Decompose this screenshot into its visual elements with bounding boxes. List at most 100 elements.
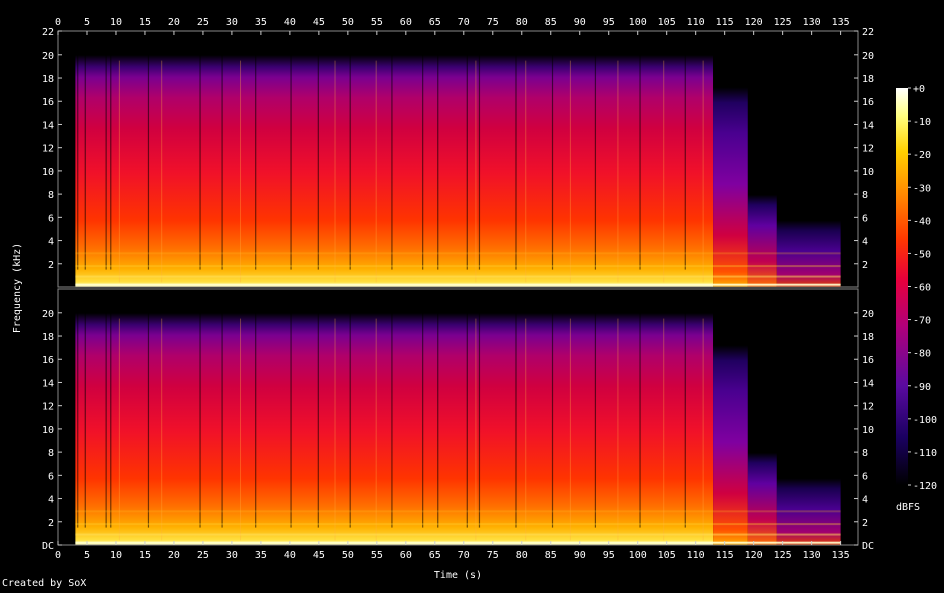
channel-2-tail-16k <box>713 289 748 545</box>
channel-1-frame <box>57 30 859 288</box>
y-tick-label-right: DC <box>862 541 874 552</box>
y-tick-label-left: 18 <box>42 74 54 85</box>
x-tick-label-bottom: 30 <box>226 550 238 561</box>
x-tick-label-top: 100 <box>629 17 647 28</box>
x-tick-label-top: 0 <box>55 17 61 28</box>
channel-2-spectrogram <box>75 289 841 545</box>
y-tick-label-left: 8 <box>48 448 54 459</box>
channel-1-dropout <box>466 51 468 270</box>
y-tick-label-left: 22 <box>42 27 54 38</box>
channel-2-dropout <box>684 309 686 528</box>
x-tick-label-top: 135 <box>832 17 850 28</box>
x-tick-label-top: 35 <box>255 17 267 28</box>
channel-1-dropout <box>515 51 517 270</box>
y-tick-label-left: 14 <box>42 378 54 389</box>
channel-1-dropout <box>290 51 292 270</box>
x-tick-label-top: 15 <box>139 17 151 28</box>
x-tick-label-top: 70 <box>458 17 470 28</box>
y-tick-label-right: 20 <box>862 51 874 62</box>
channel-1-transient <box>569 60 571 283</box>
channel-2-dropout <box>639 309 641 528</box>
colorbar-tick-label: -70 <box>913 316 931 327</box>
channel-1-dropout <box>110 51 112 270</box>
channel-1-tail-8k <box>747 31 777 287</box>
x-tick-label-bottom: 0 <box>55 550 61 561</box>
x-tick-label-top: 115 <box>716 17 734 28</box>
x-tick-label-top: 110 <box>687 17 705 28</box>
channel-2-transient <box>240 318 242 541</box>
y-tick-label-left: 20 <box>42 51 54 62</box>
channel-2-transient <box>334 318 336 541</box>
y-tick-label-left: 16 <box>42 97 54 108</box>
x-tick-label-bottom: 5 <box>84 550 90 561</box>
channel-2-dropout <box>221 309 223 528</box>
channel-1-dropout <box>221 51 223 270</box>
colorbar-tick-label: -80 <box>913 349 931 360</box>
channel-1-dropout <box>199 51 201 270</box>
y-tick-label-right: 4 <box>862 237 868 248</box>
channel-2-low-band <box>75 523 841 526</box>
y-tick-label-right: 8 <box>862 190 868 201</box>
y-tick-label-right: 10 <box>862 167 874 178</box>
x-tick-label-bottom: 125 <box>774 550 792 561</box>
x-tick-label-top: 90 <box>574 17 586 28</box>
x-tick-label-top: 85 <box>545 17 557 28</box>
x-tick-label-bottom: 60 <box>400 550 412 561</box>
channel-2-tail-8k <box>747 289 777 545</box>
channel-2-dropout <box>391 309 393 528</box>
colorbar-tick-label: -120 <box>913 481 937 492</box>
channel-2-transient <box>617 318 619 541</box>
y-tick-label-right: 4 <box>862 495 868 506</box>
x-tick-label-top: 95 <box>603 17 615 28</box>
channel-2-dropout <box>255 309 257 528</box>
x-tick-label-bottom: 120 <box>745 550 763 561</box>
y-tick-label-left: 14 <box>42 120 54 131</box>
channel-1-transient <box>375 60 377 283</box>
x-tick-label-top: 80 <box>516 17 528 28</box>
channel-1-dropout <box>639 51 641 270</box>
channel-1-dropout <box>349 51 351 270</box>
channel-1-transient <box>240 60 242 283</box>
channel-1-transient <box>118 60 120 283</box>
channel-1-low-band <box>75 252 841 255</box>
channel-2-frame <box>57 288 859 546</box>
channel-1-tail-16k <box>713 31 748 287</box>
x-tick-label-bottom: 10 <box>110 550 122 561</box>
x-tick-label-bottom: 80 <box>516 550 528 561</box>
channel-1-dropout <box>437 51 439 270</box>
channel-1-dropout <box>147 51 150 270</box>
channel-2-low-band <box>75 541 841 544</box>
y-tick-label-right: 6 <box>862 213 868 224</box>
y-tick-label-right: 6 <box>862 471 868 482</box>
channel-2-dropout <box>317 309 319 528</box>
channel-2-transient <box>375 318 377 541</box>
channel-2-tail-5k <box>776 289 841 545</box>
y-tick-label-right: 16 <box>862 97 874 108</box>
x-tick-label-top: 65 <box>429 17 441 28</box>
x-tick-label-bottom: 135 <box>832 550 850 561</box>
colorbar-label: dBFS <box>896 502 920 513</box>
channel-1-dropout <box>317 51 319 270</box>
channel-1-dropout <box>684 51 686 270</box>
x-tick-label-top: 125 <box>774 17 792 28</box>
channel-1-transient <box>525 60 527 283</box>
colorbar-tick-label: -90 <box>913 382 931 393</box>
channel-1-transient <box>663 60 665 283</box>
x-tick-label-bottom: 35 <box>255 550 267 561</box>
channel-1-low-band <box>75 283 841 286</box>
y-tick-label-right: 2 <box>862 518 868 529</box>
x-tick-label-bottom: 115 <box>716 550 734 561</box>
y-tick-label-right: 18 <box>862 332 874 343</box>
channel-2-dropout <box>84 309 86 528</box>
colorbar-tick-label: -60 <box>913 283 931 294</box>
y-tick-label-right: 14 <box>862 378 874 389</box>
x-tick-label-top: 120 <box>745 17 763 28</box>
y-tick-label-left: 12 <box>42 402 54 413</box>
x-tick-label-bottom: 105 <box>658 550 676 561</box>
channel-2-dropout <box>199 309 201 528</box>
colorbar-tick-label: -50 <box>913 249 931 260</box>
x-tick-label-bottom: 100 <box>629 550 647 561</box>
channel-2-dropout <box>478 309 481 528</box>
y-tick-label-left: 18 <box>42 332 54 343</box>
x-tick-label-bottom: 40 <box>284 550 296 561</box>
